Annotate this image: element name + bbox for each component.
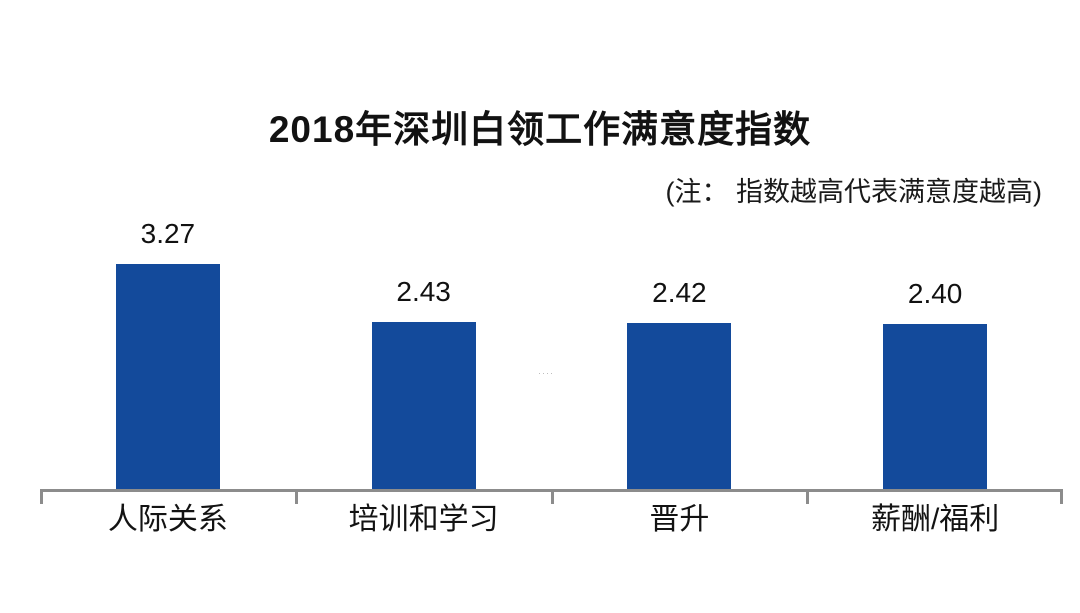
x-axis-labels: 人际关系 培训和学习 晋升 薪酬/福利	[40, 502, 1063, 538]
x-axis-label: 人际关系	[107, 503, 228, 536]
watermark: ····	[538, 368, 554, 378]
x-axis-label: 培训和学习	[348, 503, 499, 536]
chart-note: (注： 指数越高代表满意度越高)	[665, 177, 1042, 207]
bar	[115, 264, 220, 490]
bar-group: 2.42	[552, 279, 808, 490]
x-axis-tick	[295, 489, 298, 504]
bar	[371, 322, 476, 490]
x-axis-label: 薪酬/福利	[870, 503, 1000, 536]
bar-value-label: 3.27	[140, 218, 196, 249]
chart-title: 2018年深圳白领工作满意度指数	[268, 108, 812, 150]
plot-area: 3.27 2.43 2.42 2.40	[40, 0, 1063, 490]
x-axis-tick	[551, 489, 554, 504]
bar	[883, 324, 988, 490]
bar-group: 3.27	[40, 220, 296, 490]
bar-value-label: 2.43	[396, 276, 451, 307]
x-axis-tick	[1060, 489, 1063, 504]
x-axis-tick	[40, 489, 43, 504]
bar	[627, 323, 732, 490]
bar-group: 2.43	[296, 278, 552, 490]
bar-group: 2.40	[807, 280, 1063, 490]
x-axis-tick	[806, 489, 809, 504]
bar-value-label: 2.42	[652, 277, 707, 308]
bar-value-label: 2.40	[907, 278, 963, 309]
x-axis-label: 晋升	[649, 503, 710, 536]
